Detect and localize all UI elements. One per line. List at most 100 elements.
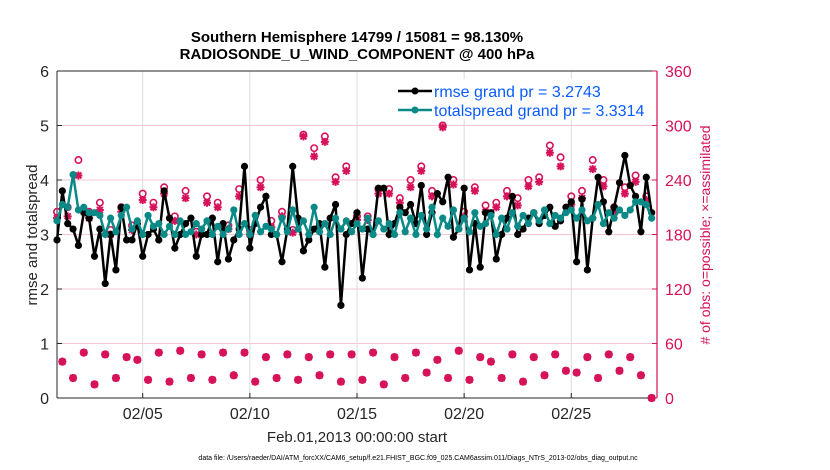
rmse-point [155,236,163,244]
totalspread-point [412,230,420,239]
rmse-point [192,252,200,260]
obs-assimilated-marker [631,177,640,186]
y-tick-label-right: 60 [665,337,683,354]
totalspread-point [278,214,286,222]
totalspread-point [176,217,184,225]
obs-assimilated-marker [385,189,394,198]
obs-assimilated-marker [599,182,608,191]
rmse-point [465,266,474,274]
totalspread-point [192,220,200,228]
obs-assimilated-marker [417,166,426,175]
obs-assimilated-marker [492,203,501,212]
totalspread-point [626,206,634,214]
obs-assimilated-marker [203,198,211,207]
totalspread-point [203,217,211,225]
totalspread-point [58,200,66,209]
obs-assimilated-marker [186,374,195,383]
obs-assimilated-marker [470,186,479,195]
x-tick-label: 02/10 [230,406,270,423]
totalspread-point [331,214,340,222]
rmse-point [605,228,613,236]
y-axis-label-right: # of obs: o=possible; ×=assimilated [697,125,713,344]
obs-assimilated-marker [342,166,351,175]
obs-assimilated-marker [369,348,378,357]
obs-assimilated-marker [176,346,185,355]
rmse-point [337,301,345,309]
data-file-footnote: data file: /Users/raeder/DAI/ATM_forcXX/… [198,455,638,462]
rmse-point [380,184,388,192]
totalspread-point [160,230,168,239]
rmse-point [396,203,404,211]
obs-assimilated-marker [486,357,495,366]
obs-assimilated-marker [449,180,458,189]
totalspread-point [380,225,388,233]
x-tick-label: 02/15 [337,406,377,423]
rmse-point [64,220,72,228]
totalspread-point [155,220,163,228]
totalspread-point [551,211,559,220]
obs-assimilated-marker [95,205,104,214]
totalspread-point [294,225,302,233]
totalspread-point [171,230,179,239]
obs-assimilated-marker [379,380,388,389]
rmse-point [144,230,152,239]
obs-assimilated-marker [529,353,538,362]
totalspread-point [283,228,291,236]
obs-assimilated-marker [315,371,324,380]
rmse-point [331,200,340,209]
y-axis-label-left: rmse and totalspread [24,165,41,306]
totalspread-point [648,214,656,222]
obs-assimilated-marker [444,374,453,383]
chart-title-line1: Southern Hemisphere 14799 / 15081 = 98.1… [191,29,523,46]
chart-title-line2: RADIOSONDE_U_WIND_COMPONENT @ 400 hPa [180,46,535,63]
obs-assimilated-marker [642,195,651,204]
obs-possible-marker [588,156,597,165]
obs-assimilated-marker [428,192,436,201]
obs-assimilated-marker [79,348,88,357]
obs-assimilated-marker [154,348,163,357]
obs-assimilated-marker [524,182,533,191]
totalspread-point [556,214,565,222]
y-tick-label-right: 120 [665,282,692,299]
totalspread-point [444,222,452,230]
rmse-point [278,258,286,266]
totalspread-point [583,217,591,225]
totalspread-point [90,209,99,217]
totalspread-point [605,209,613,217]
totalspread-point [433,230,441,239]
rmse-point [481,209,490,217]
totalspread-point [230,206,238,214]
rmse-point [90,252,99,260]
totalspread-point [465,228,474,236]
totalspread-point [123,203,131,211]
obs-assimilated-marker [395,198,404,207]
obs-assimilated-marker [192,230,201,239]
totalspread-point [642,200,650,209]
totalspread-point [133,217,141,225]
totalspread-point [610,214,618,222]
totalspread-point [149,222,158,230]
totalspread-point [267,225,275,233]
obs-possible-marker [481,201,490,210]
y-tick-label-left: 3 [40,228,49,245]
obs-assimilated-marker [503,192,511,201]
totalspread-point [187,228,195,236]
obs-assimilated-marker [235,192,244,201]
rmse-point [583,266,591,274]
rmse-point [385,230,393,239]
totalspread-point [251,211,259,220]
legend-spread-marker [411,106,419,114]
obs-assimilated-marker [545,148,554,157]
rmse-point [573,258,581,266]
totalspread-point [235,230,243,239]
obs-possible-marker [577,186,586,195]
totalspread-point [503,225,511,233]
rmse-point [406,200,415,209]
totalspread-point [326,230,334,239]
rmse-point [214,258,222,266]
rmse-point [123,236,131,244]
totalspread-point [631,198,640,206]
obs-possible-marker [95,198,104,207]
obs-assimilated-marker [208,375,217,384]
